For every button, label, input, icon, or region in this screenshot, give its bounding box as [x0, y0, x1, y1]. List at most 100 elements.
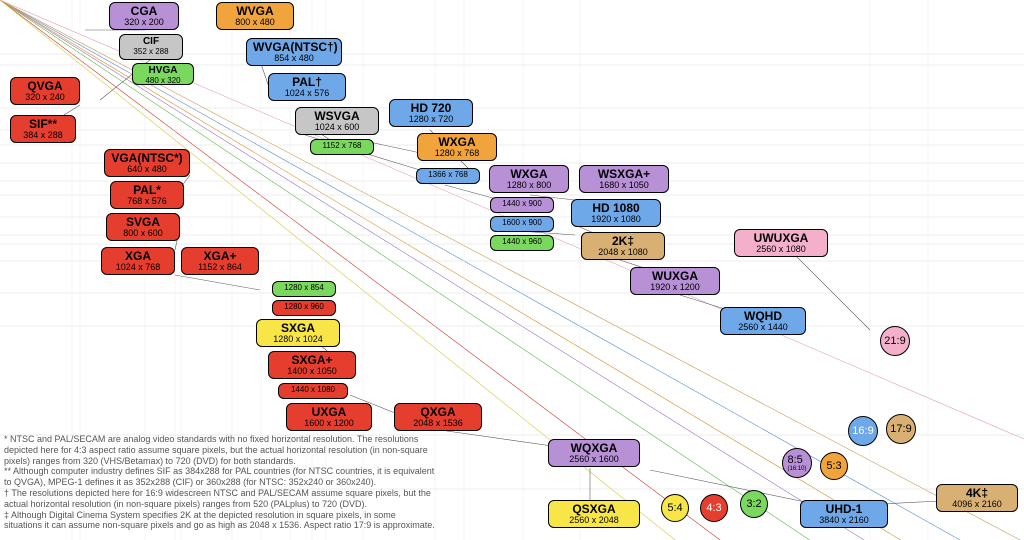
res-box-qxga: QXGA2048 x 1536 — [394, 403, 482, 431]
box-res: 2560 x 1440 — [727, 323, 799, 332]
res-box-wvgan: WVGA(NTSC†)854 x 480 — [246, 38, 342, 66]
box-name: UXGA — [293, 406, 365, 419]
res-box-r1440c: 1440 x 1080 — [278, 383, 348, 399]
res-box-qvga: QVGA320 x 240 — [10, 77, 80, 105]
box-res: 2560 x 1600 — [555, 455, 633, 464]
box-name: WQXGA — [555, 442, 633, 455]
box-name: WSXGA+ — [586, 168, 662, 181]
box-res: 800 x 600 — [113, 229, 173, 238]
footnote-line: * NTSC and PAL/SECAM are analog video st… — [4, 434, 435, 445]
res-box-svga: SVGA800 x 600 — [106, 213, 180, 241]
box-res: 1280 x 720 — [396, 115, 466, 124]
res-box-uwuxga: UWUXGA2560 x 1080 — [734, 229, 828, 257]
box-name: 2K‡ — [588, 235, 658, 248]
box-name: 4K‡ — [943, 487, 1011, 500]
ratio-label: 4:3 — [706, 502, 721, 514]
res-box-wvga: WVGA800 x 480 — [216, 2, 294, 30]
box-res: 1440 x 960 — [497, 238, 547, 246]
box-res: 1280 x 854 — [279, 284, 329, 292]
footnote-line: ** Although computer industry defines SI… — [4, 466, 435, 477]
footnote-line: † The resolutions depicted here for 16:9… — [4, 488, 435, 499]
box-res: 1280 x 800 — [496, 181, 562, 190]
footnote-line: actual horizontal resolution (in non-squ… — [4, 499, 435, 510]
ratio-label: 3:2 — [746, 498, 761, 510]
box-res: 1152 x 864 — [188, 263, 252, 272]
res-box-uhd1: UHD-13840 x 2160 — [800, 500, 888, 528]
box-res: 1600 x 900 — [497, 219, 547, 227]
box-res: 480 x 320 — [139, 77, 187, 85]
res-box-wqxga: WQXGA2560 x 1600 — [548, 439, 640, 467]
box-res: 1280 x 768 — [424, 149, 490, 158]
box-res: 1366 x 768 — [423, 171, 473, 179]
ratio-label: 8:5(16:10) — [787, 454, 806, 472]
box-name: QSXGA — [555, 503, 633, 516]
box-res: 1680 x 1050 — [586, 181, 662, 190]
footnote-line: to QVGA), MPEG-1 defines it as 352x288 (… — [4, 477, 435, 488]
res-box-r1366: 1366 x 768 — [416, 168, 480, 184]
box-name: WQHD — [727, 310, 799, 323]
res-box-qsxga: QSXGA2560 x 2048 — [548, 500, 640, 528]
res-box-pald: PAL†1024 x 576 — [268, 73, 346, 101]
ratio-label: 21:9 — [884, 335, 905, 347]
res-box-r1440b: 1440 x 960 — [490, 235, 554, 251]
box-name: WXGA — [496, 168, 562, 181]
box-res: 1920 x 1080 — [578, 215, 654, 224]
box-name: QVGA — [17, 80, 73, 93]
box-name: SXGA+ — [275, 354, 349, 367]
footnote-line: depicted here for 4:3 aspect ratio assum… — [4, 445, 435, 456]
box-res: 384 x 288 — [17, 131, 69, 140]
box-name: CGA — [116, 5, 172, 18]
box-name: PAL† — [275, 76, 339, 89]
box-name: SXGA — [263, 322, 333, 335]
res-box-r1440a: 1440 x 900 — [490, 197, 554, 213]
footnote-line: situations it can assume non-square pixe… — [4, 520, 435, 531]
box-res: 1024 x 768 — [108, 263, 168, 272]
res-box-r1280b: 1280 x 854 — [272, 281, 336, 297]
box-name: CIF — [126, 37, 176, 48]
res-box-r1600a: 1600 x 900 — [490, 216, 554, 232]
footnote-line: ‡ Although Digital Cinema System specifi… — [4, 510, 435, 521]
ratio-circle-c43: 4:3 — [700, 494, 728, 522]
ratio-label: 5:3 — [826, 460, 841, 472]
box-res: 1280 x 1024 — [263, 335, 333, 344]
box-res: 2560 x 2048 — [555, 516, 633, 525]
res-box-uxga: UXGA1600 x 1200 — [286, 403, 372, 431]
res-box-cga: CGA320 x 200 — [109, 2, 179, 30]
box-name: WUXGA — [637, 270, 713, 283]
box-res: 854 x 480 — [253, 54, 335, 63]
resolution-diagram: * NTSC and PAL/SECAM are analog video st… — [0, 0, 1024, 540]
ratio-circle-c85: 8:5(16:10) — [782, 448, 812, 478]
ratio-circle-c169: 16:9 — [848, 416, 878, 446]
box-res: 1400 x 1050 — [275, 367, 349, 376]
box-res: 1024 x 600 — [302, 123, 372, 132]
box-name: PAL* — [117, 184, 177, 197]
ratio-circle-c32: 3:2 — [740, 490, 768, 518]
res-box-palstar: PAL*768 x 576 — [110, 181, 184, 209]
box-name: XGA — [108, 250, 168, 263]
box-name: VGA(NTSC*) — [111, 152, 183, 165]
box-res: 800 x 480 — [223, 18, 287, 27]
box-res: 640 x 480 — [111, 165, 183, 174]
res-box-wxga1: WXGA1280 x 768 — [417, 133, 497, 161]
res-box-sxgap: SXGA+1400 x 1050 — [268, 351, 356, 379]
ratio-circle-c219: 21:9 — [880, 326, 910, 356]
box-name: UHD-1 — [807, 503, 881, 516]
res-box-hd720: HD 7201280 x 720 — [389, 99, 473, 127]
box-res: 320 x 240 — [17, 93, 73, 102]
res-box-wsvga: WSVGA1024 x 600 — [295, 107, 379, 135]
res-box-hd1080: HD 10801920 x 1080 — [571, 199, 661, 227]
box-res: 1152 x 768 — [317, 142, 367, 150]
ratio-circle-c179: 17:9 — [886, 414, 916, 444]
box-name: HD 720 — [396, 102, 466, 115]
box-res: 1920 x 1200 — [637, 283, 713, 292]
box-name: HVGA — [139, 66, 187, 77]
res-box-sif: SIF**384 x 288 — [10, 115, 76, 143]
footnote-line: pixels) ranges from 320 (VHS/Betamax) to… — [4, 456, 435, 467]
res-box-4k: 4K‡4096 x 2160 — [936, 484, 1018, 512]
box-res: 768 x 576 — [117, 197, 177, 206]
box-res: 4096 x 2160 — [943, 500, 1011, 509]
box-res: 1440 x 1080 — [285, 386, 341, 394]
box-res: 1024 x 576 — [275, 89, 339, 98]
res-box-2k: 2K‡2048 x 1080 — [581, 232, 665, 260]
box-name: WXGA — [424, 136, 490, 149]
